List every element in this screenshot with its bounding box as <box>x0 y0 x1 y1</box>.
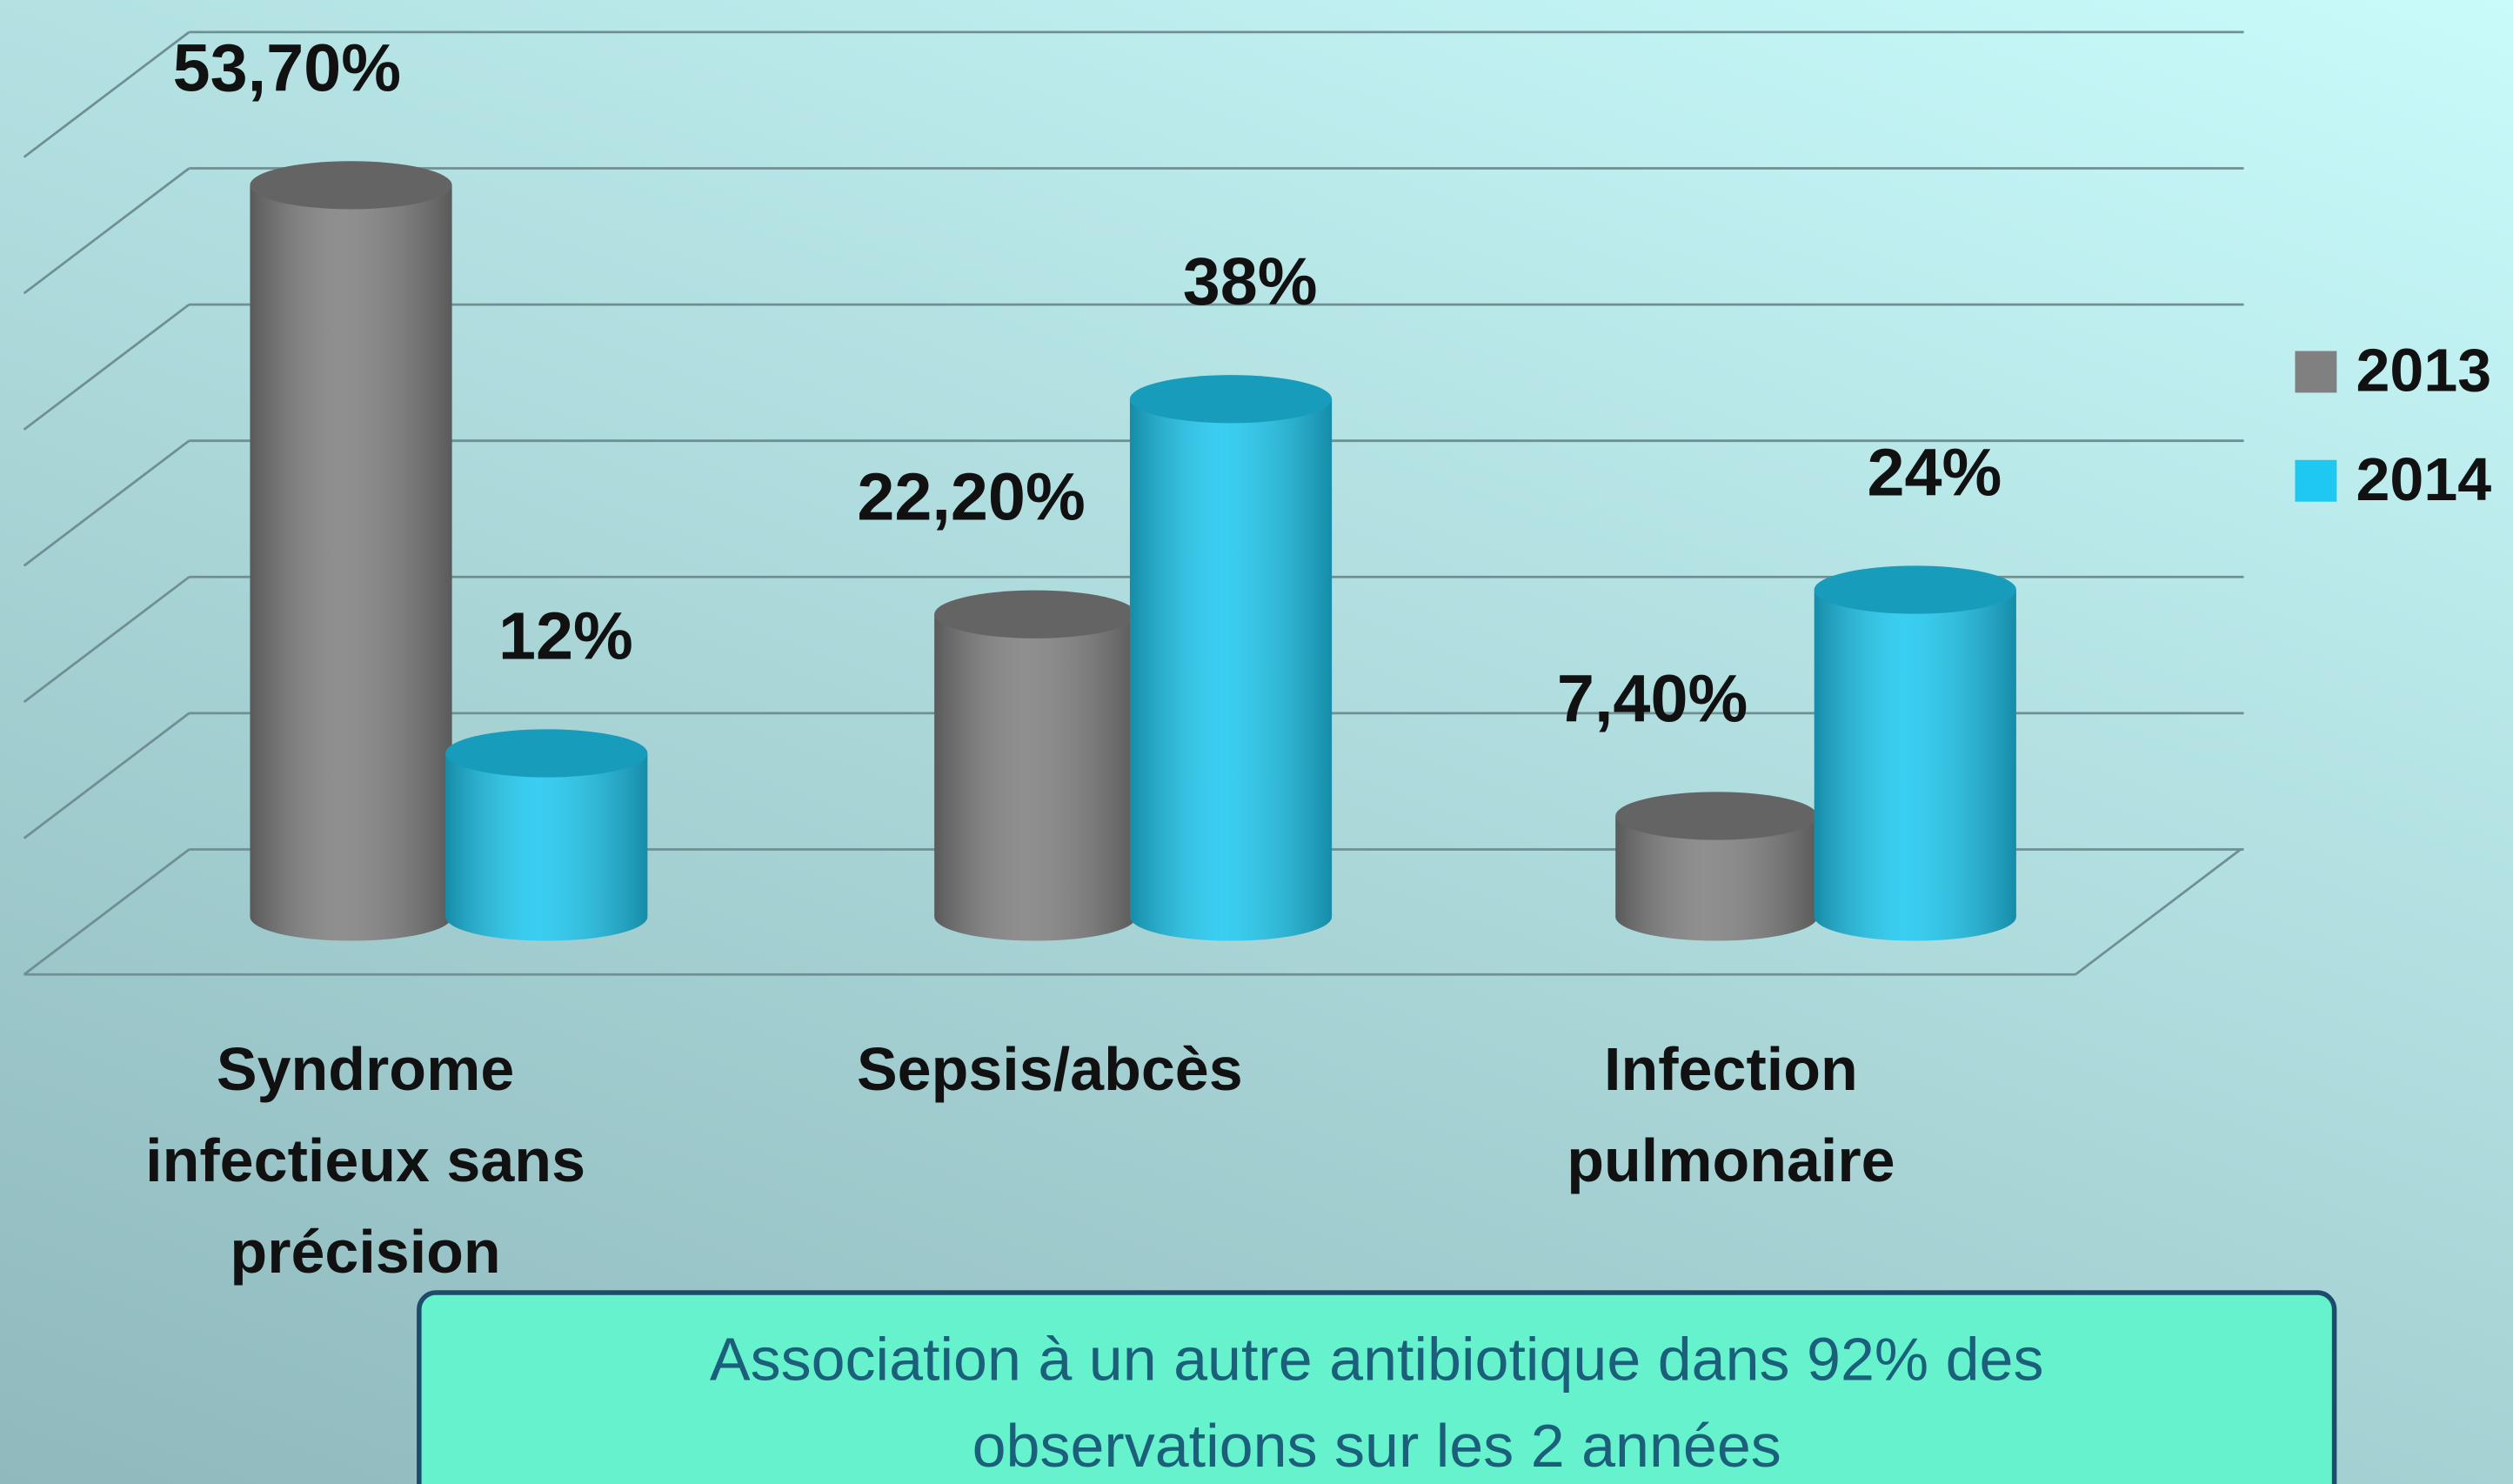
value-label: 38% <box>1183 244 1318 319</box>
annotation: Association à un autre antibiotique dans… <box>417 1290 2337 1484</box>
cylinder-top-shade <box>1129 375 1333 424</box>
cylinder-top-shade <box>1814 565 2016 614</box>
grid-line-side <box>23 30 190 158</box>
grid-line-side <box>23 439 190 567</box>
legend-swatch <box>2295 351 2337 393</box>
value-label: 24% <box>1867 436 2002 511</box>
value-label: 22,20% <box>857 460 1085 535</box>
cylinder-top <box>1615 792 1818 840</box>
legend-label: 2013 <box>2356 337 2491 404</box>
x-tick-label: Syndrome infectieux sans précision <box>145 1037 586 1287</box>
cylinder <box>1615 792 1818 941</box>
cylinder-top-shade <box>1615 792 1818 840</box>
cylinder-shade <box>1814 590 2016 941</box>
cylinder-top <box>1129 375 1333 424</box>
cylinder-top <box>934 590 1137 638</box>
cylinder-top <box>445 729 648 778</box>
grid-line-side <box>23 167 190 295</box>
value-label: 53,70% <box>173 30 401 105</box>
cylinder <box>250 161 452 941</box>
grid-line-side <box>23 303 190 431</box>
x-tick-label: Infection pulmonaire <box>1567 1037 1895 1196</box>
floor <box>23 848 2242 976</box>
grid-line-side <box>23 712 190 839</box>
grid-line-side <box>23 848 190 976</box>
cylinder-top-shade <box>445 729 648 778</box>
legend-label: 2014 <box>2356 445 2491 513</box>
cylinder-shade <box>1129 398 1333 941</box>
cylinder <box>445 729 648 941</box>
grid-line-side <box>23 576 190 704</box>
cylinder <box>1129 375 1333 941</box>
value-label: 7,40% <box>1557 661 1748 736</box>
cylinder-top <box>1814 565 2016 614</box>
x-tick-label: Sepsis/abcès <box>856 1037 1243 1105</box>
cylinder-top-shade <box>250 161 452 210</box>
cylinder-shade <box>1615 816 1818 941</box>
cylinder-shade <box>250 184 452 941</box>
cylinder <box>934 590 1137 941</box>
cylinder-top <box>250 161 452 210</box>
cylinder-shade <box>934 614 1137 941</box>
value-label: 12% <box>498 598 633 673</box>
cylinder <box>1814 565 2016 941</box>
cylinder-shade <box>445 752 648 941</box>
legend-swatch <box>2295 459 2337 502</box>
cylinder-top-shade <box>934 590 1137 638</box>
